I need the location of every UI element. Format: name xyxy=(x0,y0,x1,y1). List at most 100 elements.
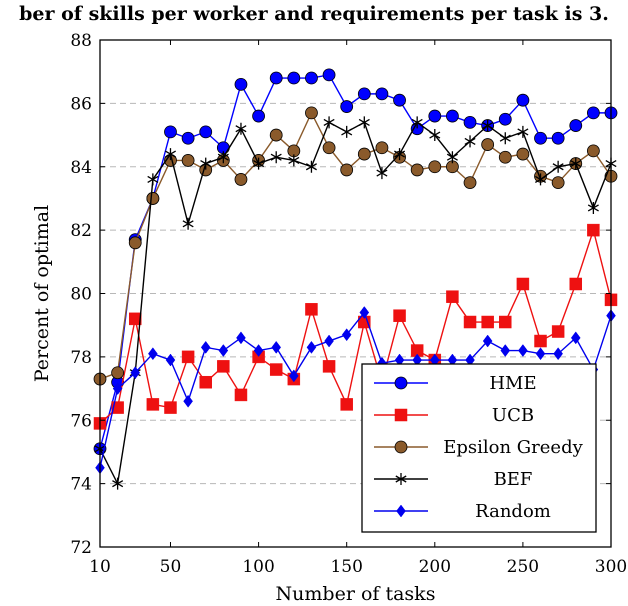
data-point-bef xyxy=(464,135,476,148)
data-point-epsilon-greedy xyxy=(463,176,477,189)
legend-label-hme: HME xyxy=(489,373,536,394)
data-point-ucb xyxy=(269,363,283,376)
x-tick-label: 250 xyxy=(507,557,539,577)
data-point-epsilon-greedy xyxy=(375,141,389,155)
data-point-random xyxy=(306,340,317,354)
data-point-bef xyxy=(499,132,511,145)
legend-label-random: Random xyxy=(475,501,551,522)
x-tick-label: 100 xyxy=(242,557,274,577)
x-tick-label: 200 xyxy=(419,557,451,577)
data-point-random xyxy=(271,340,282,354)
data-point-bef xyxy=(429,129,441,142)
data-point-hme xyxy=(269,71,283,85)
data-point-bef xyxy=(517,125,529,138)
data-point-bef xyxy=(235,122,247,135)
data-point-ucb xyxy=(217,360,230,373)
data-point-hme xyxy=(357,87,371,101)
x-axis-title: Number of tasks xyxy=(276,583,436,605)
data-point-ucb xyxy=(164,401,177,414)
data-point-ucb xyxy=(146,398,160,411)
legend-marker-hme xyxy=(394,376,408,390)
y-tick-label: 82 xyxy=(70,221,92,241)
data-point-random xyxy=(165,353,176,367)
data-point-epsilon-greedy xyxy=(357,147,371,161)
data-point-bef xyxy=(411,116,423,129)
data-point-hme xyxy=(569,119,583,132)
data-point-bef xyxy=(305,160,317,173)
data-point-hme xyxy=(234,77,248,91)
legend-label-epsilon-greedy: Epsilon Greedy xyxy=(443,437,583,458)
data-point-epsilon-greedy xyxy=(146,192,160,205)
data-point-bef xyxy=(358,116,370,129)
legend-marker-epsilon-greedy xyxy=(394,440,408,454)
data-point-random xyxy=(148,347,158,361)
data-point-ucb xyxy=(534,334,547,348)
y-tick-label: 76 xyxy=(70,411,92,431)
data-point-bef xyxy=(570,157,582,170)
data-point-random xyxy=(482,334,493,348)
data-point-random xyxy=(253,344,264,357)
data-point-bef xyxy=(288,154,300,167)
axis-ticks: 72 74 76 78 80 82 84 86 88 10 50 100 150 200 250 300 xyxy=(70,31,627,577)
data-point-epsilon-greedy xyxy=(551,176,565,189)
data-point-bef xyxy=(446,151,458,164)
data-point-ucb xyxy=(587,223,600,237)
data-point-random xyxy=(553,347,563,361)
data-point-ucb xyxy=(322,360,336,373)
data-point-hme xyxy=(393,93,406,107)
data-point-bef xyxy=(394,148,406,161)
data-point-random xyxy=(535,347,546,361)
data-point-bef xyxy=(341,125,353,138)
legend: HME UCB Epsilon Greedy BEF Random xyxy=(361,363,597,533)
x-tick-label: 300 xyxy=(595,557,627,577)
data-point-bef xyxy=(182,217,194,230)
data-point-bef xyxy=(217,151,229,164)
data-point-hme xyxy=(322,68,336,82)
legend-marker-ucb xyxy=(394,408,408,422)
y-tick-label: 88 xyxy=(70,31,92,51)
data-point-epsilon-greedy xyxy=(322,141,336,155)
data-point-epsilon-greedy xyxy=(498,150,512,164)
data-point-bef xyxy=(164,148,177,161)
data-point-bef xyxy=(376,167,388,180)
series-bef xyxy=(94,116,617,490)
data-point-epsilon-greedy xyxy=(269,128,283,142)
y-tick-label: 86 xyxy=(70,94,92,114)
data-point-ucb xyxy=(481,315,494,329)
data-point-bef xyxy=(253,157,265,170)
data-point-random xyxy=(218,344,229,357)
data-point-random xyxy=(200,340,211,354)
data-point-ucb xyxy=(516,277,530,291)
y-tick-label: 84 xyxy=(70,158,92,178)
data-point-ucb xyxy=(463,315,477,329)
data-point-hme xyxy=(551,131,565,145)
data-point-hme xyxy=(498,112,512,126)
data-point-bef xyxy=(147,173,159,186)
data-point-hme xyxy=(164,125,177,139)
data-point-hme xyxy=(446,109,459,123)
data-point-ucb xyxy=(499,315,512,329)
data-point-epsilon-greedy xyxy=(128,236,142,250)
data-point-hme xyxy=(463,115,477,129)
data-point-epsilon-greedy xyxy=(305,106,318,120)
data-point-epsilon-greedy xyxy=(516,147,530,161)
data-point-bef xyxy=(270,151,282,164)
chart-title: ber of skills per worker and requirement… xyxy=(19,3,609,25)
y-axis-title: Percent of optimal xyxy=(31,205,53,382)
data-point-bef xyxy=(534,173,547,186)
data-point-bef xyxy=(112,477,124,490)
data-point-epsilon-greedy xyxy=(340,163,354,177)
data-point-ucb xyxy=(181,350,195,364)
y-tick-label: 78 xyxy=(70,348,92,368)
data-point-hme xyxy=(534,131,547,145)
data-point-hme xyxy=(586,106,600,120)
series-line-ucb xyxy=(99,227,612,424)
data-point-ucb xyxy=(340,398,353,411)
data-point-hme xyxy=(305,71,318,85)
x-tick-label: 50 xyxy=(160,557,182,577)
data-point-epsilon-greedy xyxy=(586,144,600,158)
data-point-epsilon-greedy xyxy=(481,138,495,151)
data-point-bef xyxy=(482,119,494,132)
data-point-ucb xyxy=(446,290,459,303)
